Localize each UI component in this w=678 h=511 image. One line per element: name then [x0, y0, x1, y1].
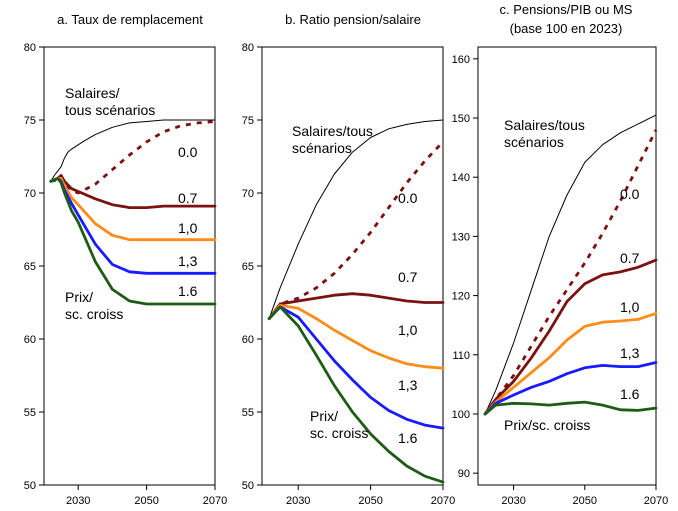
- y-tick-label: 140: [452, 172, 470, 184]
- y-tick-label: 65: [24, 261, 36, 273]
- plot-frame: [477, 46, 657, 486]
- y-tick-label: 60: [242, 334, 254, 346]
- x-tick-label: 2050: [573, 495, 597, 507]
- y-tick-label: 60: [24, 334, 36, 346]
- x-tick-label: 2030: [286, 495, 310, 507]
- x-tick-label: 2050: [134, 495, 158, 507]
- series-line-5: [267, 305, 445, 430]
- x-tick-label: 2070: [431, 495, 455, 507]
- series-annotation: Prix/sc. croiss: [65, 289, 123, 322]
- series-annotation: 0.7: [178, 190, 198, 206]
- chart-subtitle: (base 100 en 2023): [510, 21, 623, 36]
- chart-panel-3: c. Pensions/PIB ou MS (base 100 en 2023) 9…: [452, 2, 669, 507]
- series-line-1: [484, 114, 657, 415]
- series-line-6: [267, 305, 445, 484]
- series-line-6: [49, 177, 217, 306]
- y-tick-label: 80: [242, 42, 254, 54]
- chart-title: b. Ratio pension/salaire: [285, 12, 421, 27]
- series-line-4: [49, 177, 217, 242]
- y-tick-label: 130: [452, 231, 470, 243]
- y-tick-label: 65: [242, 261, 254, 273]
- chart-title: c. Pensions/PIB ou MS: [500, 2, 633, 17]
- series-annotation: 0.7: [398, 269, 418, 285]
- y-tick-label: 70: [242, 188, 254, 200]
- series-annotation: 1,0: [178, 220, 198, 236]
- y-tick-label: 70: [24, 188, 36, 200]
- series-line-3: [267, 292, 445, 320]
- series-annotation: 1.6: [620, 386, 640, 402]
- y-tick-label: 150: [452, 113, 470, 125]
- series-line-2: [483, 129, 658, 415]
- series-annotation: 1,3: [178, 253, 198, 269]
- x-tick-label: 2030: [501, 495, 525, 507]
- series-annotation: 0.0: [398, 190, 418, 206]
- chart-title: a. Taux de remplacement: [57, 12, 203, 27]
- x-tick-label: 2070: [644, 495, 668, 507]
- chart-panel-1: a. Taux de remplacement 50 55 60 65 70 75 80 203…: [24, 12, 227, 507]
- series-annotation: Salaires/tous scénarios: [292, 123, 373, 156]
- series-line-1: [268, 119, 444, 320]
- series-annotation: 1,3: [620, 345, 640, 361]
- series-annotation: 1.6: [178, 283, 198, 299]
- x-tick-label: 2050: [358, 495, 382, 507]
- chart-panel-2: b. Ratio pension/salaire 50 55 60 65 70 75 80 20…: [242, 12, 455, 507]
- series-annotation: 1.6: [398, 430, 418, 446]
- x-tick-label: 2070: [203, 495, 227, 507]
- series-annotation: Salaires/tous scénarios: [65, 85, 155, 118]
- y-tick-label: 120: [452, 291, 470, 303]
- series-line-6: [483, 400, 658, 416]
- series-annotation: Prix/sc. croiss: [504, 417, 590, 433]
- series-annotation: 0.7: [620, 250, 640, 266]
- y-tick-label: 55: [24, 407, 36, 419]
- y-tick-label: 75: [242, 115, 254, 127]
- series-annotation: 1,0: [398, 322, 418, 338]
- series-annotation: 0.0: [178, 144, 198, 160]
- y-tick-label: 110: [452, 350, 470, 362]
- series-annotation: 1,3: [398, 377, 418, 393]
- series-annotation: Salaires/tous scénarios: [504, 117, 585, 150]
- series-annotation: Prix/sc. croiss: [310, 408, 368, 441]
- y-tick-label: 100: [452, 409, 470, 421]
- series-line-4: [483, 312, 658, 416]
- y-tick-label: 75: [24, 115, 36, 127]
- series-line-5: [483, 361, 658, 416]
- series-annotation: 0.0: [620, 186, 640, 202]
- y-tick-label: 55: [242, 407, 254, 419]
- y-tick-label: 90: [458, 468, 470, 480]
- series-line-2: [268, 140, 445, 320]
- series-line-1: [50, 119, 216, 182]
- series-line-3: [49, 174, 217, 209]
- x-tick-label: 2030: [66, 495, 90, 507]
- series-line-3: [483, 258, 658, 416]
- series-annotation: 1,0: [620, 299, 640, 315]
- y-tick-label: 160: [452, 54, 470, 66]
- y-tick-label: 50: [24, 480, 36, 492]
- series-line-4: [267, 304, 445, 370]
- y-tick-label: 80: [24, 42, 36, 54]
- y-tick-label: 50: [242, 480, 254, 492]
